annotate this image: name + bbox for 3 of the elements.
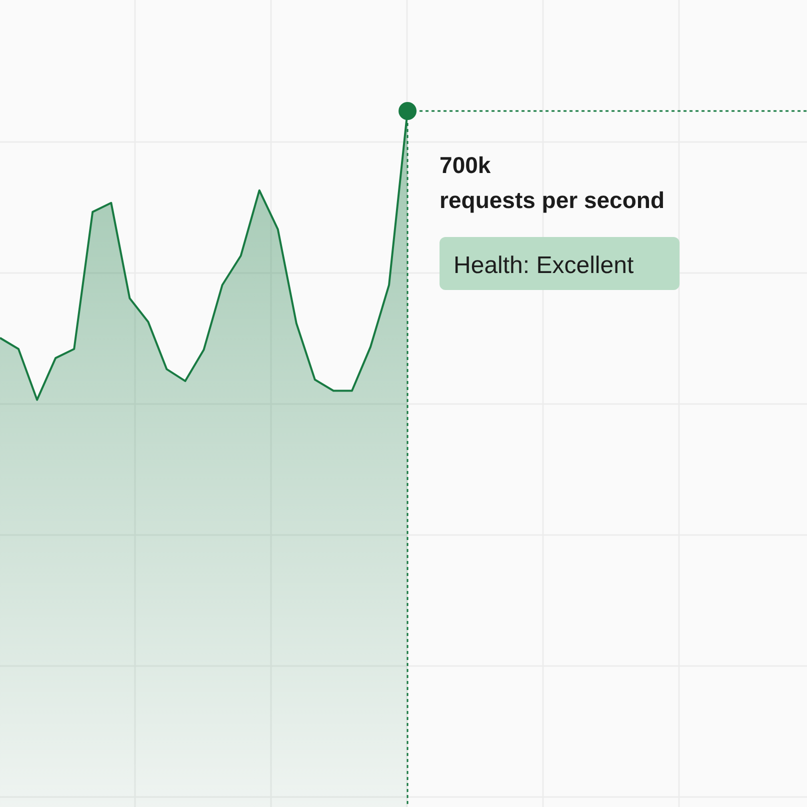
text: 700k [440,152,491,178]
text: requests per second [440,187,665,213]
text: Health: Excellent [454,252,634,279]
